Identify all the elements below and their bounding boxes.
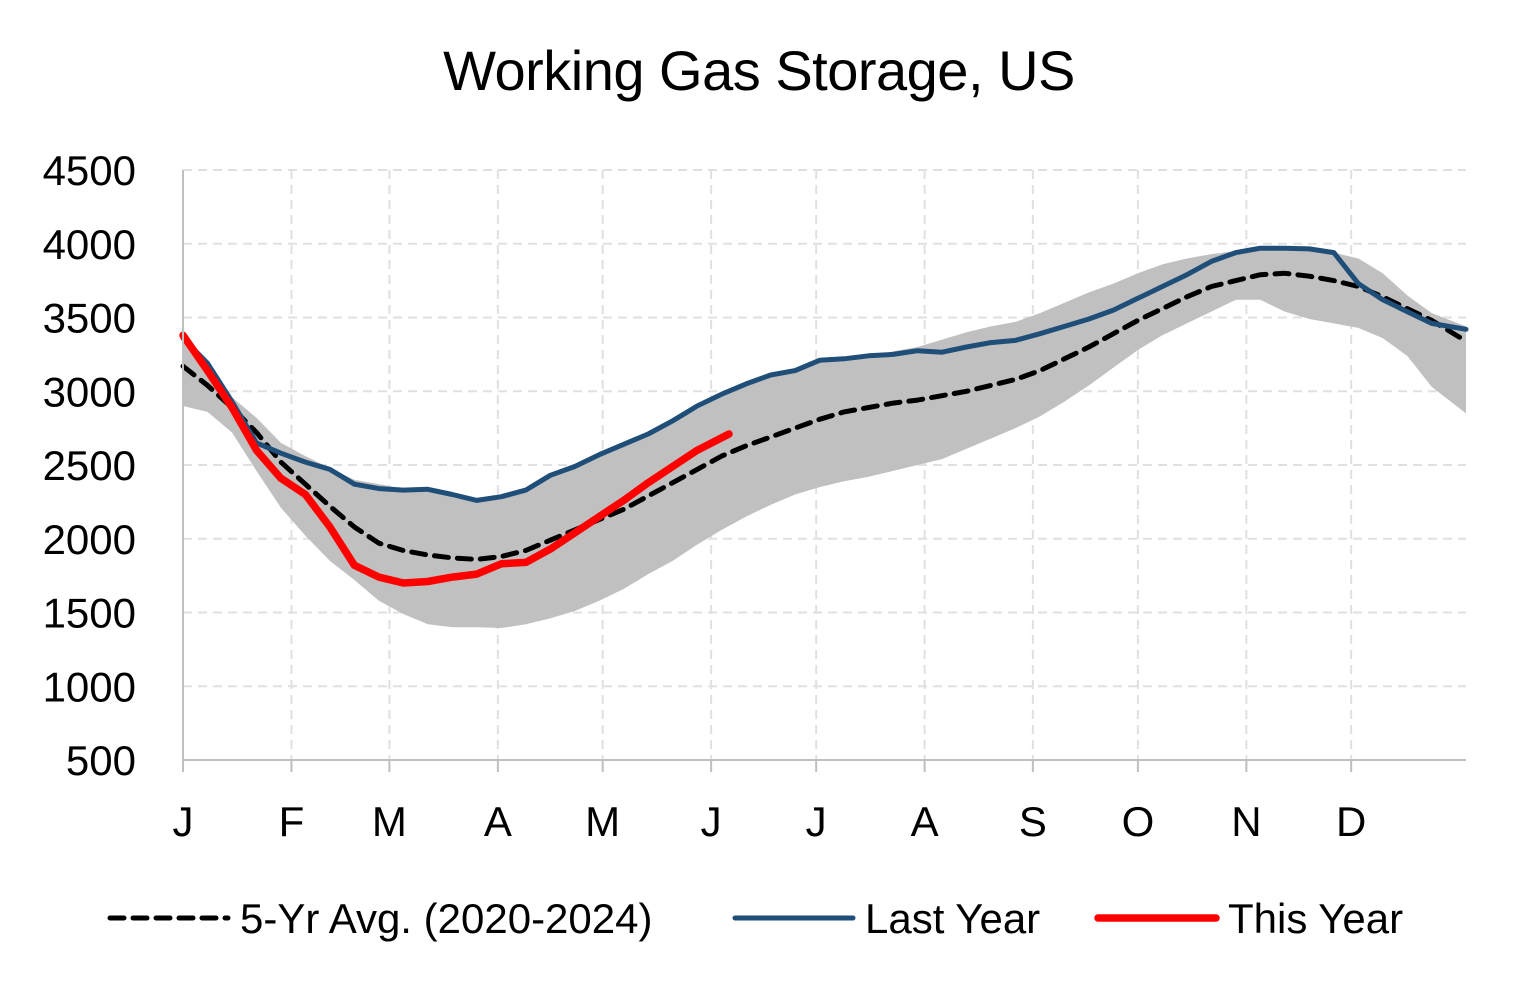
chart-title: Working Gas Storage, US [443, 39, 1075, 102]
legend-label-2: Last Year [865, 895, 1040, 942]
x-tick-label: J [173, 798, 194, 845]
y-tick-label: 1500 [43, 590, 136, 637]
x-tick-label: S [1019, 798, 1047, 845]
x-tick-label: N [1231, 798, 1261, 845]
series-line-2 [180, 245, 1469, 503]
legend-label-3: This Year [1228, 895, 1403, 942]
series-layer [179, 245, 1469, 587]
y-tick-label: 3500 [43, 295, 136, 342]
y-tick-label: 3000 [43, 368, 136, 415]
series-line-1 [180, 270, 1469, 562]
y-tick-label: 2000 [43, 516, 136, 563]
range-band-layer [183, 246, 1466, 628]
legend-label-1: 5-Yr Avg. (2020-2024) [240, 895, 652, 942]
y-tick-label: 4500 [43, 147, 136, 194]
x-tick-label: O [1122, 798, 1155, 845]
x-tick-label: J [806, 798, 827, 845]
legend: 5-Yr Avg. (2020-2024) Last Year This Year [107, 895, 1403, 942]
x-tick-label: M [585, 798, 620, 845]
y-tick-label: 1000 [43, 663, 136, 710]
x-tick-label: D [1336, 798, 1366, 845]
x-tick-label: A [911, 798, 939, 845]
range-band [183, 246, 1466, 628]
y-tick-label: 4000 [43, 221, 136, 268]
x-tick-label: M [372, 798, 407, 845]
x-tick-label: A [484, 798, 512, 845]
y-tick-label: 2500 [43, 442, 136, 489]
x-tick-label: J [701, 798, 722, 845]
x-tick-label: F [279, 798, 305, 845]
axis-layer: 500 1000 1500 2000 2500 3000 3500 4000 4500 J F M A M… [43, 147, 1466, 845]
y-tick-label: 500 [66, 737, 136, 784]
series-line-3 [179, 331, 733, 587]
